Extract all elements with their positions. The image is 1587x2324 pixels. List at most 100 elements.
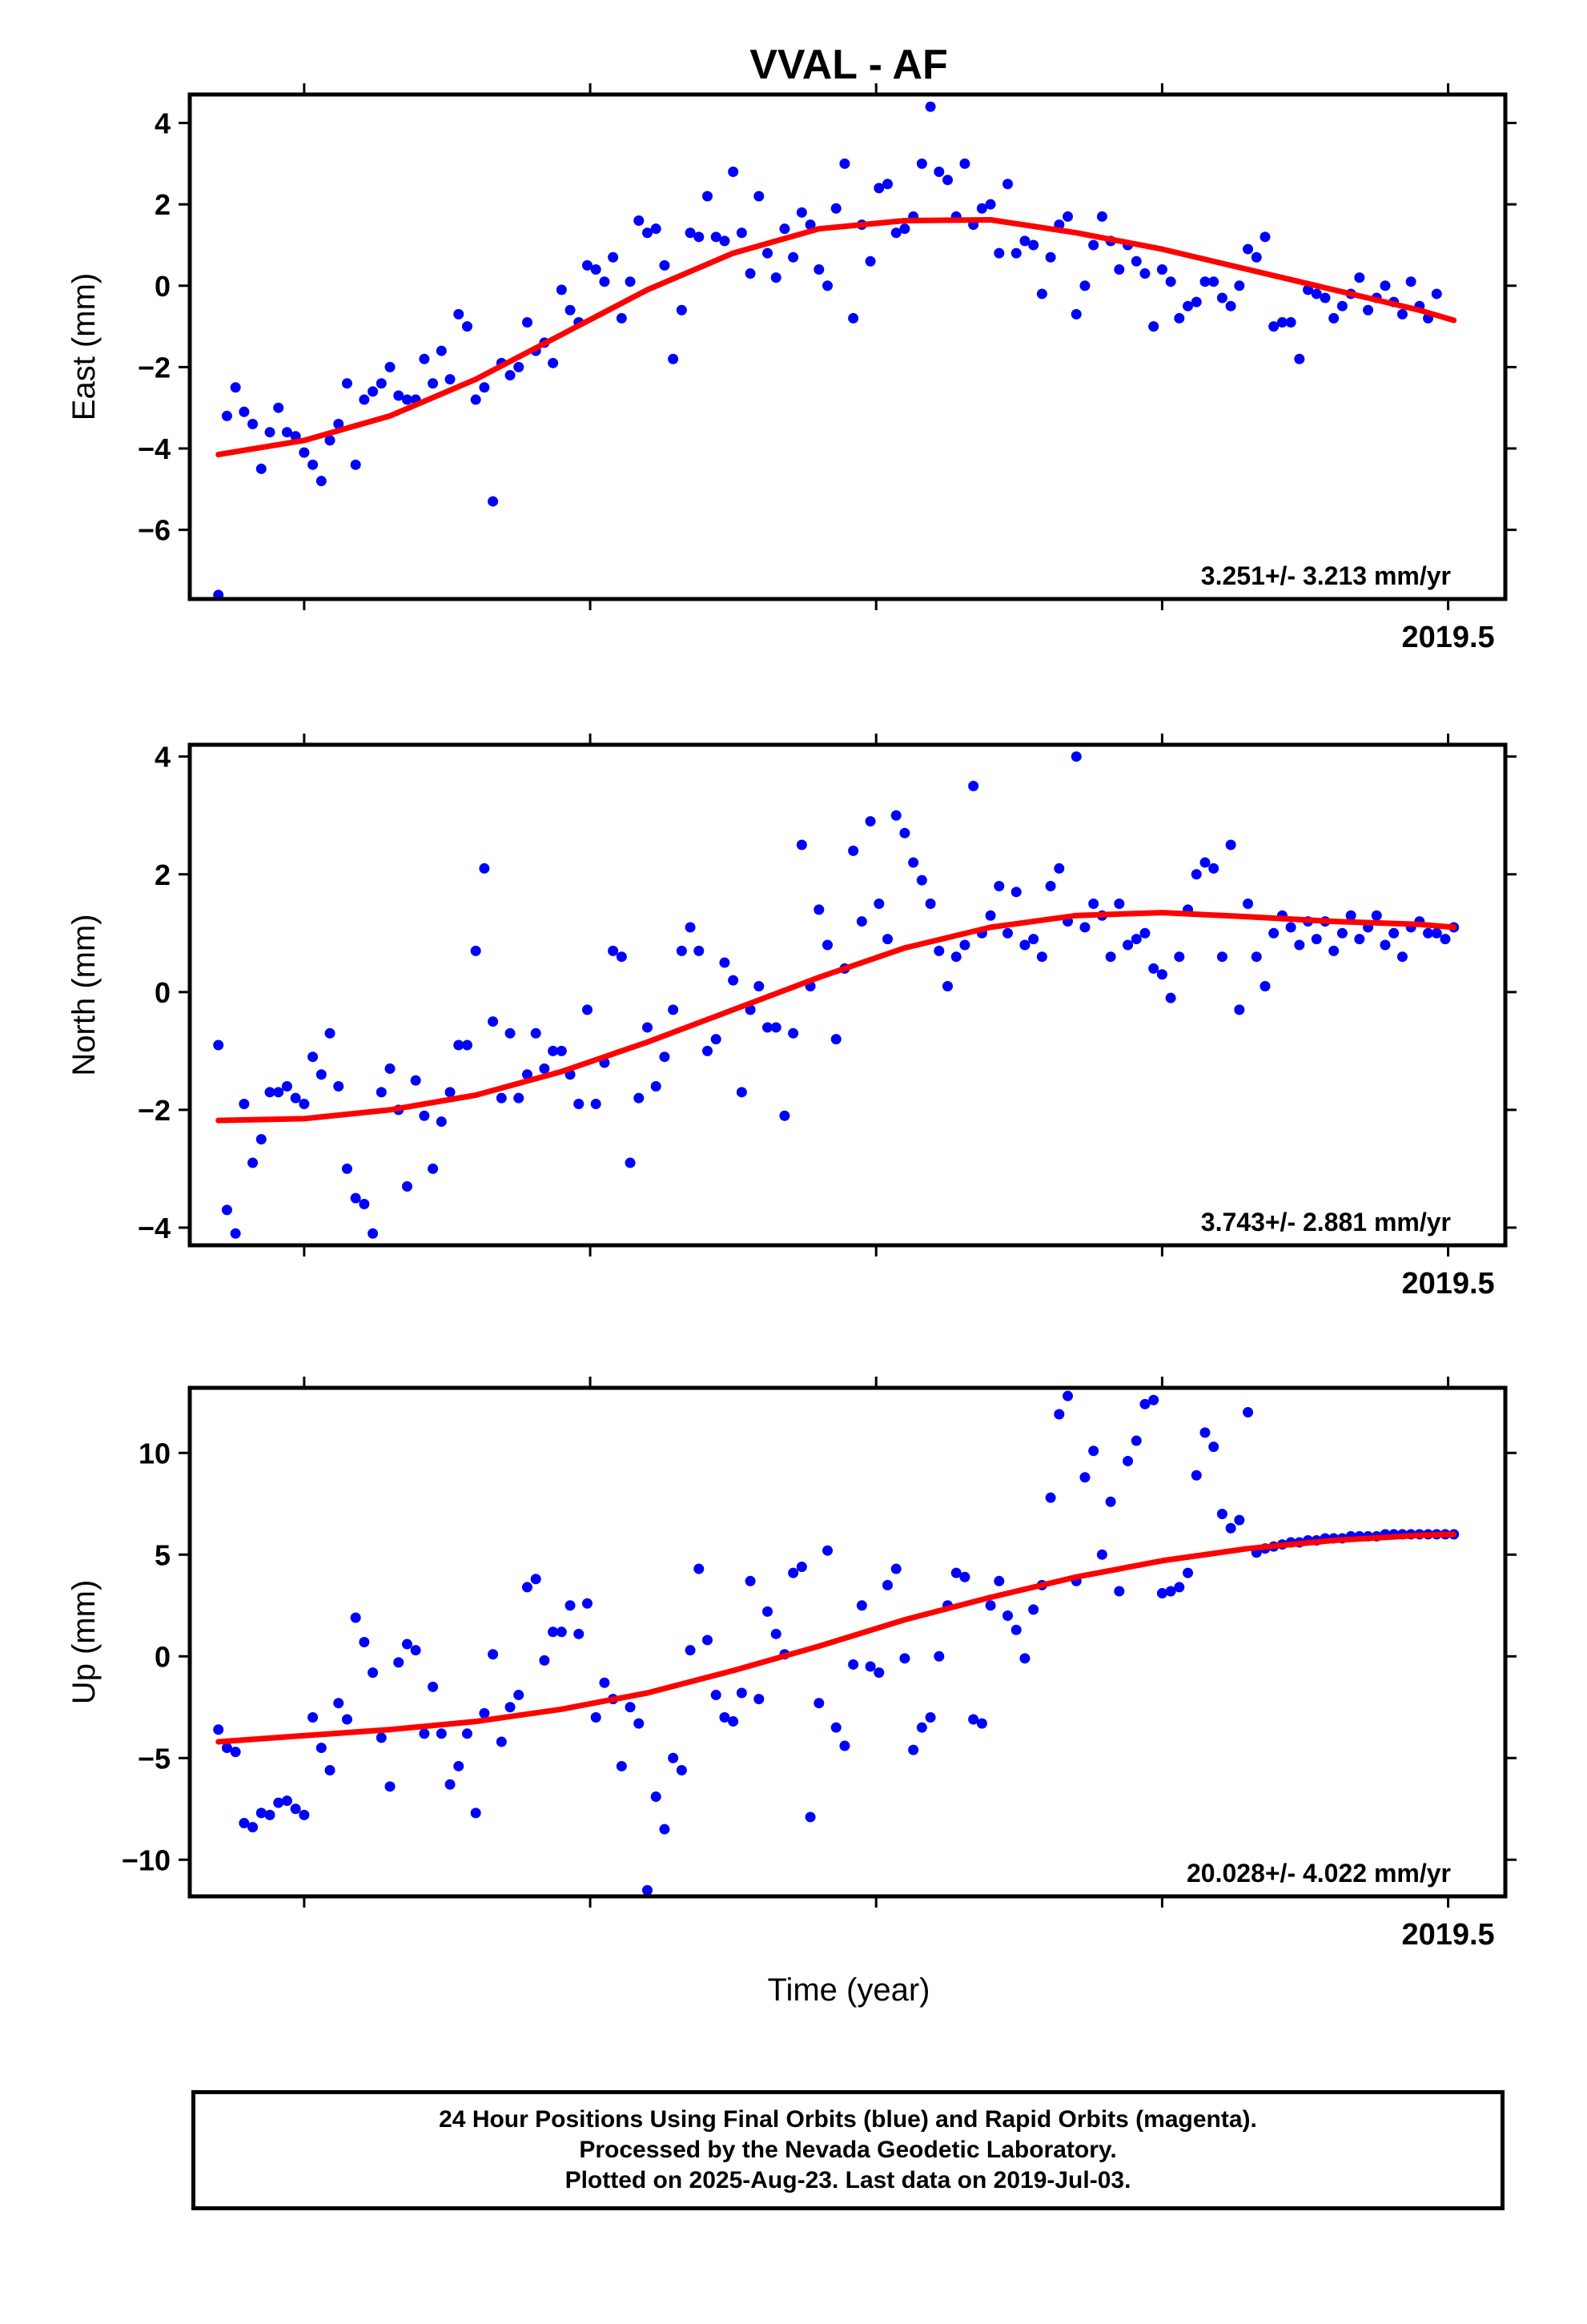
data-point [985, 199, 996, 210]
data-point [1036, 288, 1047, 300]
data-point [273, 1087, 284, 1098]
data-point [839, 1740, 850, 1751]
panel-east: −6 −4 −2 0 2 4 2019.5 East (mm) 3.251+/- 3.213 m… [66, 83, 1517, 654]
data-point [839, 158, 850, 169]
data-point [788, 251, 799, 263]
data-point [753, 980, 765, 991]
data-point [770, 1022, 781, 1033]
data-point [410, 1645, 421, 1656]
data-point [264, 427, 275, 438]
data-point [1423, 927, 1434, 939]
data-point [1225, 300, 1236, 312]
data-point [247, 1822, 259, 1833]
data-point [1131, 1435, 1142, 1446]
data-point [641, 227, 653, 239]
data-point [1054, 1409, 1065, 1420]
data-point [384, 1063, 396, 1074]
data-point [530, 1574, 541, 1585]
data-point [770, 272, 781, 283]
data-point [393, 390, 404, 401]
data-point [728, 167, 739, 178]
data-point [1260, 231, 1271, 243]
data-point [1345, 910, 1356, 921]
plot-frame [187, 92, 1508, 601]
data-point [796, 839, 807, 850]
data-point [779, 223, 790, 235]
data-point [848, 845, 859, 856]
footer-line-1: 24 Hour Positions Using Final Orbits (bl… [439, 2106, 1257, 2133]
data-point [1191, 869, 1202, 880]
y-axis-label: East (mm) [66, 273, 102, 420]
data-point [710, 1034, 721, 1045]
data-point [908, 1744, 919, 1755]
data-point [479, 862, 490, 874]
y-tick-label: 10 [139, 1437, 171, 1470]
data-point [221, 410, 232, 421]
data-point [1165, 276, 1176, 287]
data-point [1079, 922, 1091, 933]
data-point [633, 215, 645, 226]
data-point [908, 857, 919, 868]
data-point [393, 1657, 404, 1668]
data-point [1088, 1445, 1099, 1457]
data-point [1371, 910, 1382, 921]
data-point [822, 1545, 833, 1556]
data-point [573, 1099, 585, 1110]
data-point [685, 1645, 696, 1656]
plot-frame [187, 742, 1508, 1248]
data-point [359, 1637, 370, 1647]
data-point [899, 827, 910, 838]
data-point [1388, 927, 1400, 939]
panel-up: −10 −5 0 5 10 2019.5 Up (mm) 20.028+/- 4.022 mm… [66, 1377, 1517, 1952]
data-point [641, 1022, 653, 1033]
data-point [1380, 939, 1391, 951]
data-point [255, 1134, 267, 1145]
data-point [1045, 251, 1056, 263]
data-point [1019, 1653, 1031, 1664]
data-point [230, 1228, 241, 1239]
data-point [1208, 276, 1219, 287]
data-point [1028, 934, 1039, 945]
data-point [942, 175, 954, 186]
data-point [1131, 934, 1142, 945]
data-point [736, 1687, 747, 1699]
data-point [376, 1087, 387, 1098]
data-point [239, 406, 250, 417]
data-point [1156, 263, 1167, 275]
data-point [1045, 880, 1056, 891]
data-point [307, 459, 319, 470]
data-point [1191, 296, 1202, 308]
data-point [548, 1045, 559, 1056]
data-point [513, 1690, 524, 1701]
data-point [376, 1732, 387, 1743]
data-point [1063, 211, 1074, 222]
data-point [865, 816, 876, 827]
data-point [230, 382, 241, 393]
data-point [916, 875, 927, 886]
y-tick-label: −6 [138, 514, 171, 547]
data-point [1431, 927, 1442, 939]
data-point [453, 1039, 464, 1051]
data-point [976, 203, 987, 214]
data-point [761, 247, 773, 259]
y-tick-label: 2 [155, 188, 171, 221]
data-point [1139, 268, 1151, 279]
footer-line-3: Plotted on 2025-Aug-23. Last data on 201… [564, 2167, 1131, 2193]
data-point [1354, 934, 1365, 945]
data-point [1243, 1406, 1254, 1417]
data-point [1028, 1604, 1039, 1615]
data-point [581, 259, 593, 271]
data-point [599, 1677, 610, 1688]
data-point [934, 167, 945, 178]
data-point [504, 1702, 516, 1713]
data-point [247, 419, 259, 430]
rate-annotation: 3.251+/- 3.213 mm/yr [1201, 561, 1451, 590]
data-point [530, 1027, 541, 1039]
data-point [479, 382, 490, 393]
data-point [865, 1661, 876, 1672]
data-point [1156, 969, 1167, 980]
data-point [401, 394, 412, 405]
data-point [1010, 247, 1022, 259]
data-point [701, 191, 713, 202]
data-point [444, 374, 456, 385]
